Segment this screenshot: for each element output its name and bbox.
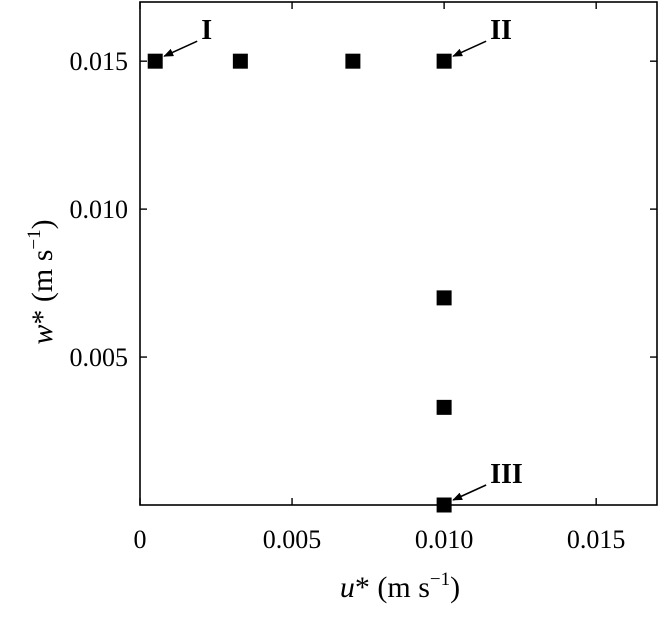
x-tick-label: 0.015 — [567, 525, 626, 554]
y-tick-label: 0.010 — [70, 195, 129, 224]
y-tick-label: 0.005 — [70, 343, 129, 372]
annotation-label: III — [490, 459, 523, 490]
data-point — [436, 290, 452, 306]
y-axis-unit-close: ) — [26, 219, 59, 229]
y-tick-label: 0.015 — [70, 47, 129, 76]
x-axis-ticks: 0 0.005 0.010 0.015 — [134, 2, 626, 554]
y-axis-ticks: 0.005 0.010 0.015 — [70, 47, 657, 372]
data-point — [232, 53, 248, 69]
x-axis-title: u* (m s−1) — [340, 569, 460, 604]
data-point — [436, 497, 452, 513]
x-axis-unit: * (m s — [355, 571, 430, 604]
plot-frame — [139, 1, 658, 506]
x-axis-unit-exp: −1 — [430, 569, 450, 590]
y-axis-var: w — [26, 325, 59, 345]
annotation-label: I — [201, 15, 212, 46]
data-point — [147, 53, 163, 69]
data-point — [345, 53, 361, 69]
x-tick-label: 0.010 — [415, 525, 474, 554]
annotation-arrow — [452, 40, 487, 57]
data-points — [147, 53, 452, 513]
data-point — [436, 399, 452, 415]
x-axis-unit-close: ) — [450, 571, 460, 604]
y-axis-unit-exp: −1 — [24, 229, 45, 249]
data-point — [436, 53, 452, 69]
annotation-label: II — [490, 15, 512, 46]
y-axis-unit: * (m s — [26, 250, 59, 325]
x-tick-label: 0.005 — [263, 525, 322, 554]
annotation-arrow — [452, 484, 487, 501]
plot-area — [139, 1, 658, 506]
x-tick-label: 0 — [134, 525, 147, 554]
x-axis-var: u — [340, 571, 355, 604]
y-axis-title: w* (m s−1) — [24, 219, 59, 344]
annotation-arrow — [163, 40, 198, 57]
